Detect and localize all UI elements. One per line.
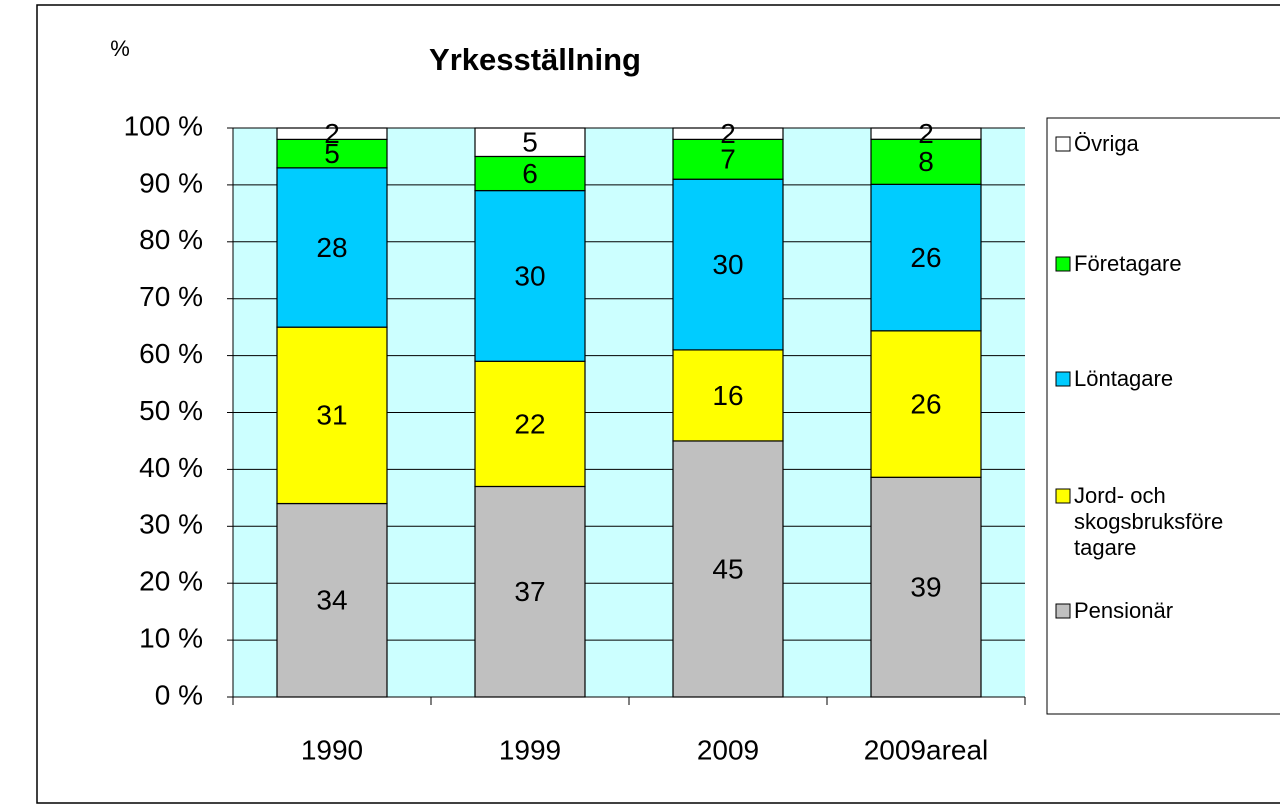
y-tick-label: 60 %: [139, 338, 203, 369]
data-label: 45: [712, 553, 743, 584]
bar-segment: [672, 349, 784, 442]
bar-segment: [276, 127, 388, 140]
bar-segment: [276, 502, 388, 698]
x-tick-label: 1990: [301, 734, 363, 765]
bar-segment: [474, 189, 586, 362]
data-label: 8: [918, 146, 934, 177]
legend-label: Pensionär: [1074, 598, 1174, 623]
data-label: 2: [918, 118, 934, 149]
bar-segment: [672, 178, 784, 351]
data-label: 37: [514, 576, 545, 607]
data-label: 28: [316, 232, 347, 263]
y-tick-label: 30 %: [139, 509, 203, 540]
legend-label: Övriga: [1074, 131, 1139, 156]
data-label: 5: [522, 127, 538, 158]
data-label: 34: [316, 585, 347, 616]
bar-segment: [474, 155, 586, 192]
y-tick-label: 40 %: [139, 452, 203, 483]
data-label: 22: [514, 408, 545, 439]
data-label: 7: [720, 144, 736, 175]
x-tick-label: 2009: [697, 734, 759, 765]
legend-swatch: [1055, 136, 1071, 152]
bar-segment: [474, 127, 586, 158]
data-label: 6: [522, 158, 538, 189]
data-label: 30: [514, 260, 545, 291]
y-tick-label: 90 %: [139, 167, 203, 198]
data-label: 39: [910, 572, 941, 603]
bar-segment: [276, 138, 388, 169]
bar-segment: [870, 183, 982, 332]
bar-segment: [474, 360, 586, 488]
legend-swatch: [1055, 603, 1071, 619]
y-tick-label: 80 %: [139, 224, 203, 255]
bar-segment: [474, 485, 586, 698]
bar-segment: [276, 167, 388, 328]
chart-title: Yrkesställning: [429, 42, 641, 77]
y-tick-label: 50 %: [139, 395, 203, 426]
data-label: 2: [324, 118, 340, 149]
bar-segment: [672, 138, 784, 180]
x-tick-label: 2009areal: [864, 734, 989, 765]
y-tick-label: 70 %: [139, 281, 203, 312]
legend-swatch: [1055, 371, 1071, 387]
y-tick-label: 0 %: [155, 679, 203, 710]
x-tick-label: 1999: [499, 734, 561, 765]
bar-segment: [672, 440, 784, 698]
data-label: 2: [720, 118, 736, 149]
y-tick-label: 20 %: [139, 566, 203, 597]
legend-label: Företagare: [1074, 251, 1182, 276]
data-label: 5: [324, 138, 340, 169]
data-label: 31: [316, 400, 347, 431]
legend-label: Löntagare: [1074, 366, 1174, 391]
y-tick-label: 100 %: [124, 110, 203, 141]
legend-box: [1046, 117, 1280, 715]
legend-label: Jord- och skogsbruksföretagare: [1074, 483, 1224, 560]
data-label: 26: [910, 242, 941, 273]
bar-segment: [870, 330, 982, 478]
legend-swatch: [1055, 488, 1071, 504]
data-label: 16: [712, 380, 743, 411]
bar-segment: [870, 476, 982, 698]
legend-swatch: [1055, 256, 1071, 272]
bar-segment: [870, 138, 982, 185]
bar-segment: [672, 127, 784, 140]
y-tick-label: 10 %: [139, 622, 203, 653]
bar-segment: [870, 127, 982, 140]
y-axis-label: %: [110, 36, 130, 61]
data-label: 26: [910, 388, 941, 419]
bar-segment: [276, 326, 388, 505]
data-label: 30: [712, 249, 743, 280]
